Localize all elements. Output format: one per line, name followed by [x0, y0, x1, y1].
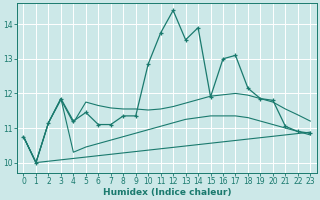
X-axis label: Humidex (Indice chaleur): Humidex (Indice chaleur) — [103, 188, 231, 197]
